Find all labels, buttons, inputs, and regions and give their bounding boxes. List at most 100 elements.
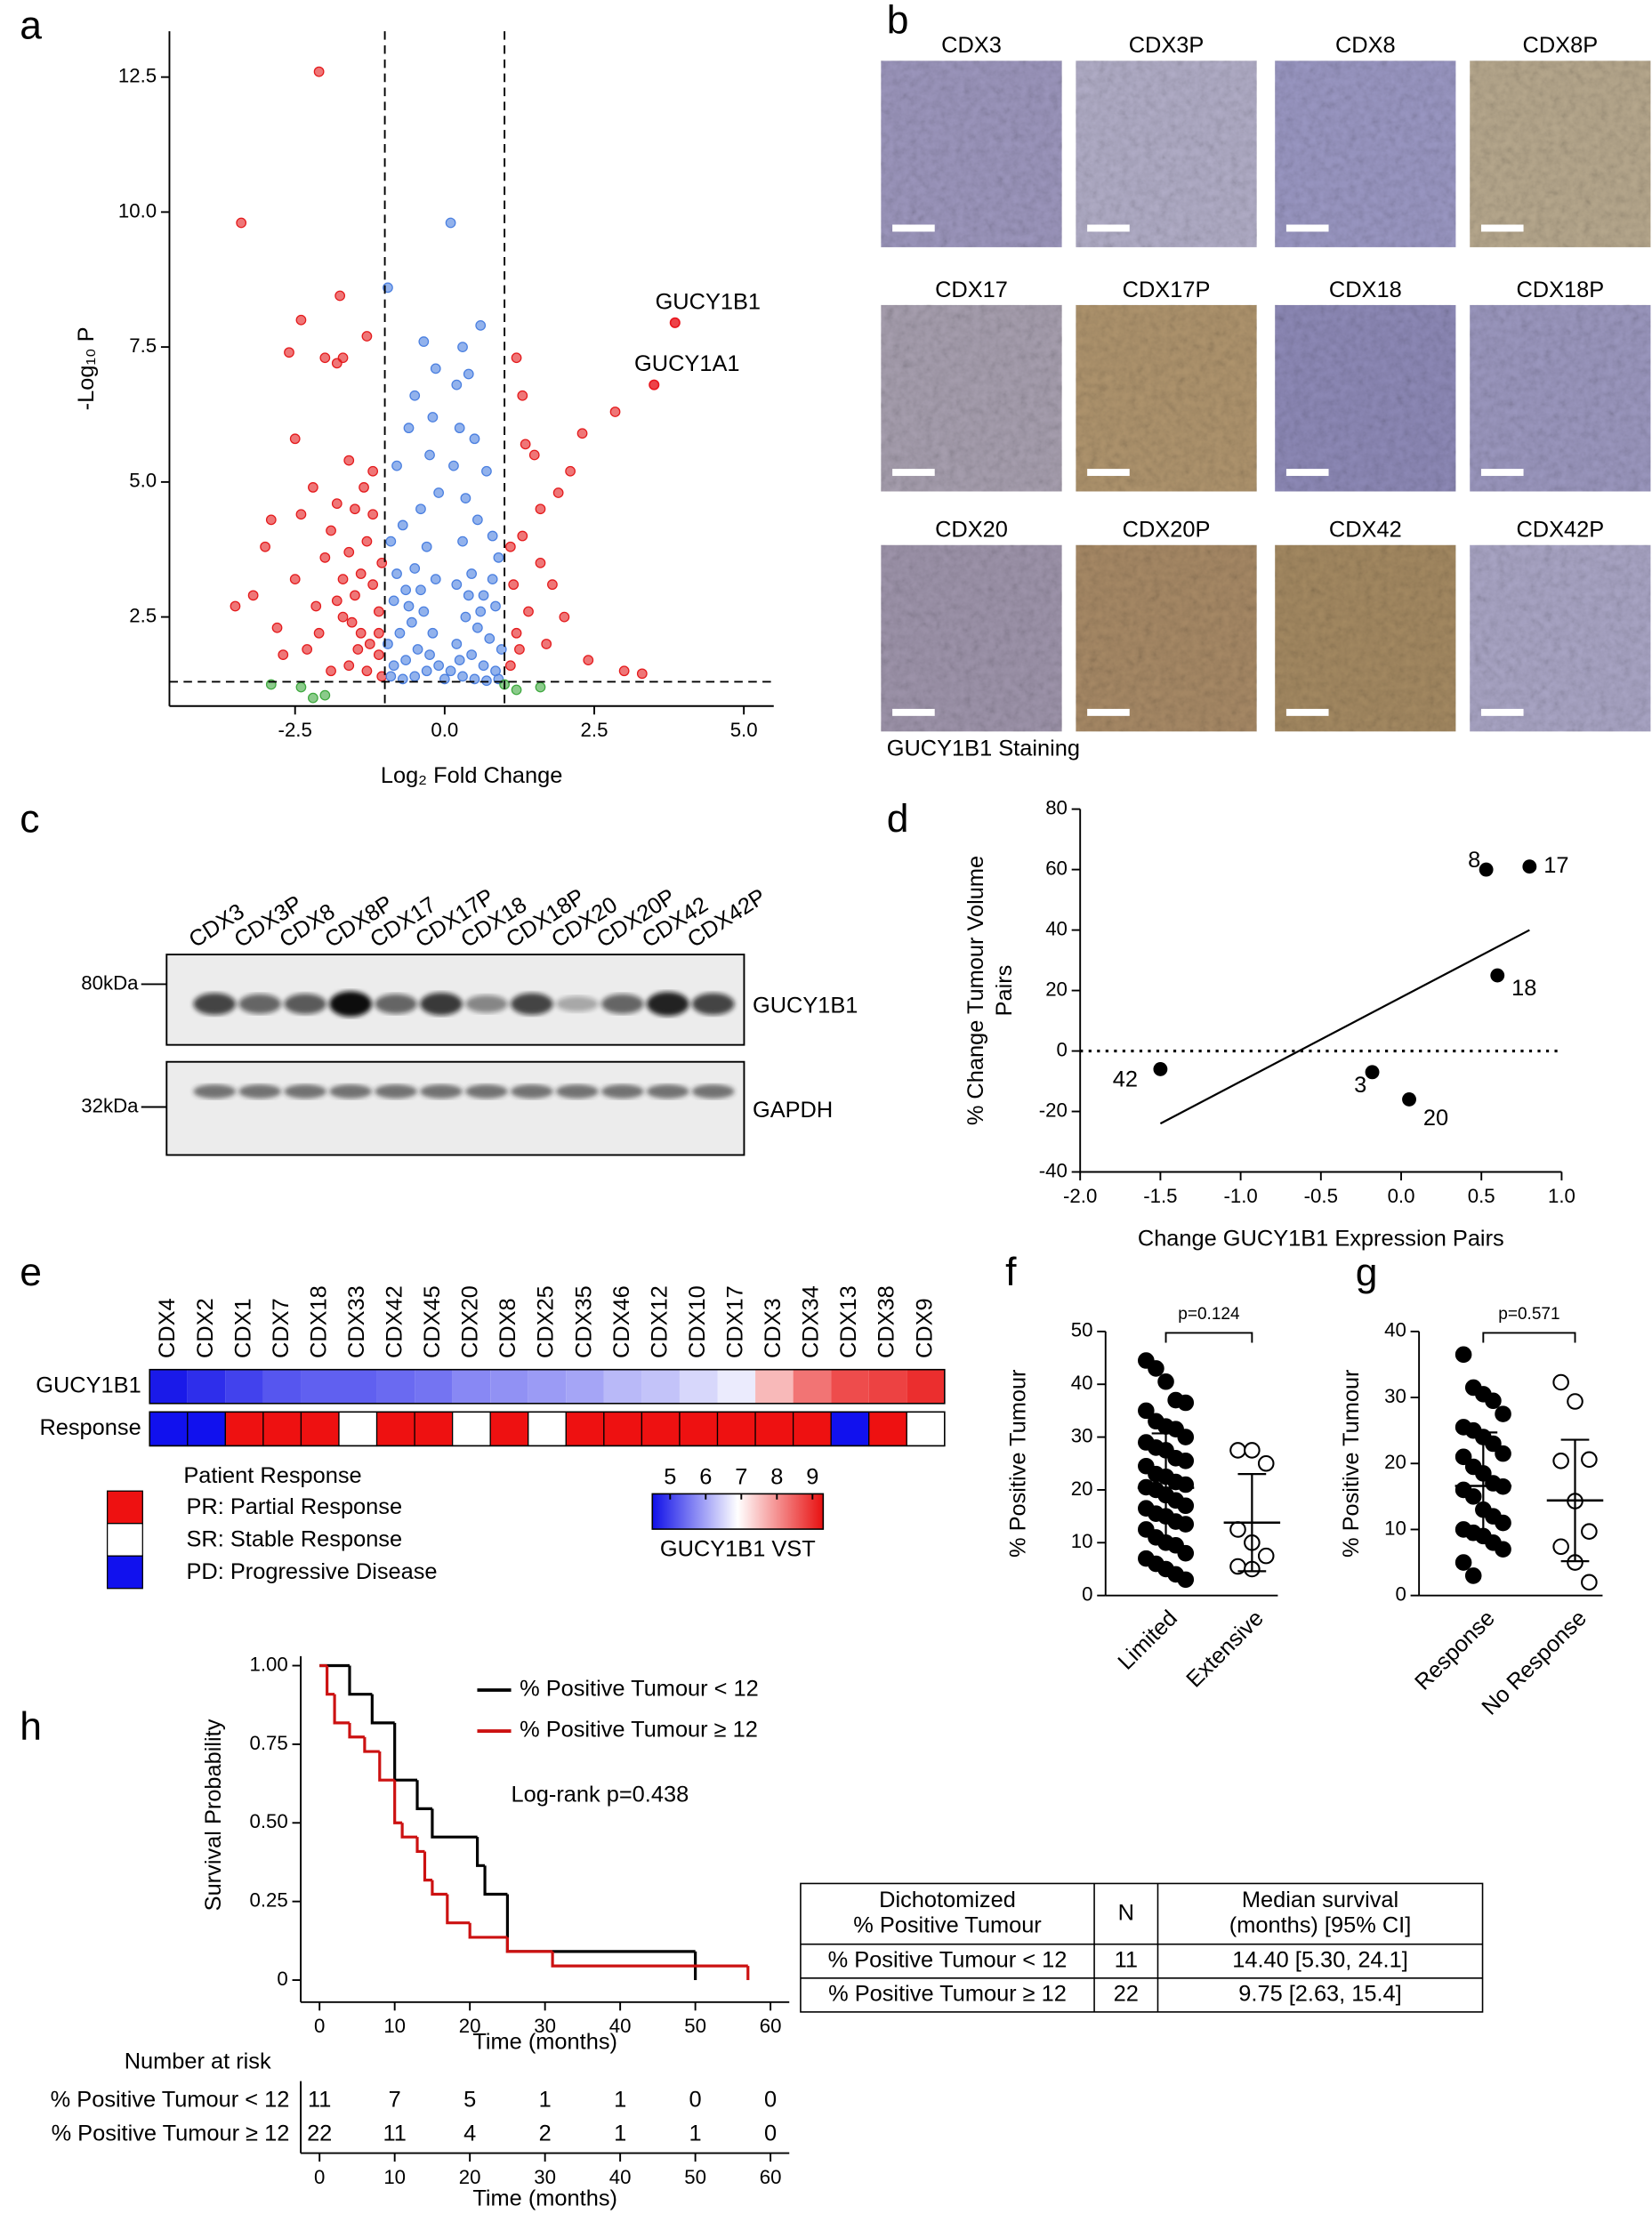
tissue-texture <box>881 304 1062 492</box>
point-label: 42 <box>1113 1067 1138 1091</box>
table-header: Dichotomized <box>879 1888 1016 1912</box>
heat-cell <box>755 1369 794 1404</box>
x-tick-label: 10 <box>383 2015 406 2037</box>
table-cell: % Positive Tumour ≥ 12 <box>828 1982 1067 2007</box>
colorbar-tick-label: 7 <box>735 1465 747 1490</box>
point <box>508 579 520 591</box>
point <box>361 535 373 547</box>
point <box>552 487 564 498</box>
point <box>1177 1476 1195 1493</box>
colorbar-tick-label: 8 <box>770 1465 783 1490</box>
x-tick-label: 20 <box>459 2166 481 2188</box>
column-label: CDX7 <box>269 1298 294 1358</box>
response-cell <box>262 1411 302 1447</box>
y-tick-label: 5.0 <box>129 470 157 492</box>
category-label: Response <box>1410 1606 1500 1695</box>
risk-value: 1 <box>614 2121 626 2146</box>
point <box>418 606 430 617</box>
band <box>284 994 326 1015</box>
point <box>445 217 456 229</box>
band <box>329 991 372 1017</box>
column-label: CDX12 <box>647 1285 672 1358</box>
scale-bar <box>1087 224 1130 232</box>
legend-swatch <box>106 1523 143 1557</box>
response-cell <box>528 1411 567 1447</box>
survival-step <box>378 1751 395 1782</box>
row-label: GUCY1B1 <box>36 1373 141 1397</box>
point <box>400 655 412 666</box>
point <box>361 331 373 342</box>
heat-frame <box>149 1368 946 1405</box>
x-tick-label: 10 <box>383 2166 406 2188</box>
point <box>284 347 294 358</box>
point <box>618 665 630 677</box>
column-label: CDX38 <box>874 1285 899 1358</box>
survival-step <box>505 1936 553 1953</box>
column-label: CDX9 <box>912 1298 937 1358</box>
panel-label: g <box>1356 1251 1378 1294</box>
response-cell <box>224 1411 264 1447</box>
response-cell <box>868 1411 907 1447</box>
point <box>326 665 336 677</box>
y-tick-label: 12.5 <box>118 65 157 87</box>
point <box>1567 1393 1584 1410</box>
point <box>326 525 336 536</box>
point <box>1177 1394 1195 1412</box>
panel-label: b <box>887 0 909 42</box>
table-header: % Positive Tumour <box>853 1913 1042 1938</box>
point <box>478 590 489 601</box>
scale-bar <box>1087 469 1130 477</box>
x-tick-label: 60 <box>760 2166 782 2188</box>
point <box>1490 968 1505 983</box>
point <box>433 487 444 498</box>
y-tick-label: 10.0 <box>118 199 157 221</box>
point <box>278 649 289 660</box>
x-tick-label: 0 <box>314 2166 325 2188</box>
survival-step <box>468 1922 508 1939</box>
point <box>424 449 435 461</box>
annotation: Log-rank p=0.438 <box>512 1783 689 1807</box>
point-label: 8 <box>1468 848 1480 873</box>
legend-label: PR: Partial Response <box>187 1494 403 1519</box>
point <box>1485 1435 1502 1453</box>
point <box>1552 1373 1569 1391</box>
column-label: CDX13 <box>836 1285 861 1358</box>
heat-cell <box>262 1369 302 1404</box>
heat-cell <box>907 1369 945 1404</box>
column-label: CDX8 <box>496 1298 520 1358</box>
point <box>487 530 498 542</box>
point <box>289 433 301 445</box>
point <box>403 423 415 434</box>
point <box>649 379 660 390</box>
response-cell <box>830 1411 870 1447</box>
point-label: 20 <box>1423 1106 1448 1131</box>
colorbar <box>651 1493 825 1530</box>
y-tick-label: 0 <box>277 1968 287 1990</box>
scale-bar <box>1285 224 1329 232</box>
response-cell <box>792 1411 832 1447</box>
point <box>1495 1514 1511 1532</box>
heat-cell <box>528 1369 567 1404</box>
y-tick-label: 30 <box>1071 1424 1093 1446</box>
response-cell <box>375 1411 415 1447</box>
point <box>1552 1453 1569 1469</box>
x-axis-label: Time (months) <box>472 2030 617 2055</box>
point <box>511 352 522 364</box>
heat-cell <box>868 1369 907 1404</box>
point <box>475 606 487 617</box>
point <box>313 627 325 639</box>
point <box>457 342 468 353</box>
column-label: CDX4 <box>155 1298 180 1358</box>
point <box>364 639 375 649</box>
legend-label: SR: Stable Response <box>187 1526 403 1551</box>
tissue-texture <box>1275 544 1456 732</box>
y-tick-label: 0.25 <box>250 1889 288 1912</box>
point <box>236 217 247 229</box>
point <box>385 671 397 682</box>
point <box>463 590 474 601</box>
column-label: CDX34 <box>799 1285 824 1358</box>
risk-value: 5 <box>463 2088 476 2113</box>
point <box>319 689 331 701</box>
point <box>373 649 384 660</box>
point <box>367 579 379 591</box>
